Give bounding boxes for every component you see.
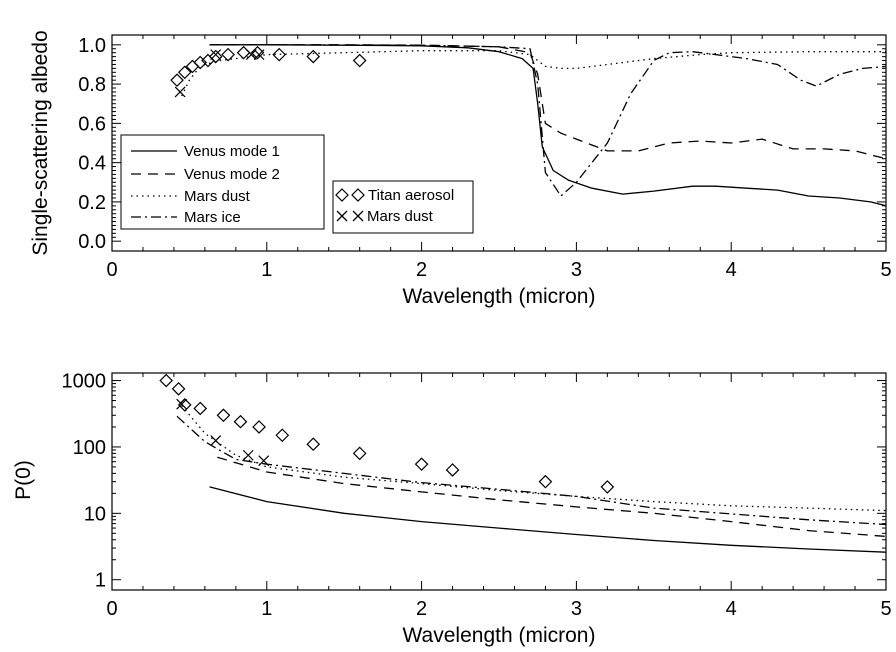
legend-markers: Titan aerosol Mars dust bbox=[332, 180, 474, 234]
phase-function-mars-dust-cross-marker bbox=[210, 435, 222, 446]
albedo-x-tick-label: 1 bbox=[261, 259, 272, 281]
phase-function-x-tick-label: 2 bbox=[416, 598, 427, 620]
albedo-mars-dust-cross-marker bbox=[253, 49, 265, 61]
phase-function-titan-aerosol-diamond-marker bbox=[352, 446, 367, 461]
legend-markers-box bbox=[332, 180, 474, 234]
albedo-titan-aerosol-diamond-marker bbox=[170, 73, 184, 88]
albedo-titan-aerosol-diamond-marker bbox=[193, 55, 208, 70]
legend-label-venus-mode-2: Venus mode 2 bbox=[184, 166, 280, 183]
albedo-y-tick-label: 0.2 bbox=[78, 192, 106, 214]
phase-function-x-axis-title: Wavelength (micron) bbox=[403, 624, 596, 647]
phase-function-mars-dust-cross-marker bbox=[242, 449, 254, 461]
phase-function-x-tick-label: 4 bbox=[726, 598, 737, 620]
phase-function-mars-dust-cross-marker bbox=[258, 455, 270, 467]
albedo-mars-dust-cross-marker bbox=[245, 49, 257, 61]
legend-label-mars-dust-markers: Mars dust bbox=[367, 208, 434, 225]
albedo-y-tick-label: 0.4 bbox=[78, 153, 106, 175]
phase-function-x-tick-label: 3 bbox=[571, 598, 582, 620]
legend-marker-mars-dust-1 bbox=[336, 210, 348, 222]
legend-marker-mars-dust-2 bbox=[352, 210, 364, 222]
albedo-y-tick-label: 0.0 bbox=[78, 231, 106, 253]
albedo-x-tick-label: 2 bbox=[416, 259, 427, 281]
phase-function-titan-aerosol-diamond-marker bbox=[159, 373, 174, 388]
phase-function-x-tick-label: 1 bbox=[261, 598, 272, 620]
albedo-titan-aerosol-diamond-marker bbox=[250, 45, 265, 60]
albedo-ticks: 0 1 2 3 4 5 0.0 0.2 0.4 0.6 0.8 1.0 bbox=[78, 35, 891, 281]
legend-label-venus-mode-1: Venus mode 1 bbox=[184, 143, 280, 160]
phase-function-mars-dust-cross-marker bbox=[176, 398, 188, 410]
phase-function-titan-aerosol-diamond-marker bbox=[171, 382, 186, 396]
phase-function-series bbox=[159, 373, 887, 553]
albedo-series bbox=[170, 44, 887, 207]
phase-function-x-tick-label: 0 bbox=[106, 598, 117, 620]
albedo-titan-aerosol-diamond-marker bbox=[306, 49, 321, 64]
albedo-titan-aerosol-diamond-marker bbox=[208, 49, 223, 64]
albedo-x-tick-label: 0 bbox=[106, 259, 117, 281]
albedo-mars-dust-cross-marker bbox=[210, 49, 222, 61]
phase-function-titan-aerosol-diamond-marker bbox=[538, 474, 553, 489]
albedo-mars-ice-dashdot-line bbox=[209, 44, 887, 197]
phase-function-titan-aerosol-diamond-marker bbox=[233, 414, 248, 429]
phase-function-y-axis-title: P(0) bbox=[12, 460, 35, 500]
albedo-y-tick-label: 1.0 bbox=[78, 35, 106, 57]
legend-marker-titan-aerosol-1 bbox=[335, 188, 349, 202]
phase-function-titan-aerosol-diamond-marker bbox=[216, 408, 231, 423]
legend-label-titan-aerosol: Titan aerosol bbox=[368, 187, 454, 204]
albedo-y-tick-label: 0.8 bbox=[78, 74, 106, 96]
phase-function-venus-mode-1-solid-line bbox=[209, 486, 887, 553]
phase-function-titan-aerosol-diamond-marker bbox=[252, 420, 266, 434]
phase-function-venus-mode-2-dashed-line bbox=[217, 456, 887, 538]
legend-label-mars-ice: Mars ice bbox=[184, 209, 241, 226]
albedo-venus-mode-1-solid-line bbox=[209, 44, 887, 207]
albedo-titan-aerosol-diamond-marker bbox=[272, 47, 287, 62]
albedo-mars-dust-cross-marker bbox=[174, 86, 186, 98]
phase-function-titan-aerosol-diamond-marker bbox=[600, 480, 615, 494]
albedo-titan-aerosol-diamond-marker bbox=[221, 47, 235, 62]
phase-function-titan-aerosol-diamond-marker bbox=[193, 401, 208, 416]
albedo-y-tick-label: 0.6 bbox=[78, 113, 106, 135]
legend-marker-titan-aerosol-2 bbox=[351, 188, 365, 202]
phase-function-y-tick-label: 1 bbox=[95, 570, 106, 592]
albedo-x-tick-label: 3 bbox=[571, 259, 582, 281]
phase-function-x-tick-label: 5 bbox=[880, 598, 891, 620]
albedo-chart: 0 1 2 3 4 5 0.0 0.2 0.4 0.6 0.8 1.0 Wavelength (mic… bbox=[29, 30, 892, 308]
phase-function-y-tick-label: 100 bbox=[73, 437, 106, 459]
albedo-x-tick-label: 4 bbox=[726, 259, 737, 281]
phase-function-y-tick-label: 1000 bbox=[62, 371, 107, 393]
albedo-titan-aerosol-diamond-marker bbox=[352, 53, 367, 68]
phase-function-mars-ice-dashdot-line bbox=[176, 415, 887, 526]
phase-function-mars-dust-dotted-line bbox=[181, 405, 887, 512]
phase-function-plot-frame bbox=[111, 372, 887, 591]
legend-label-mars-dust: Mars dust bbox=[184, 188, 251, 205]
albedo-x-tick-label: 5 bbox=[880, 259, 891, 281]
albedo-titan-aerosol-diamond-marker bbox=[177, 65, 192, 80]
phase-function-titan-aerosol-diamond-marker bbox=[414, 457, 429, 472]
phase-function-titan-aerosol-diamond-marker bbox=[445, 463, 460, 477]
phase-function-y-tick-label: 10 bbox=[84, 503, 106, 525]
phase-function-titan-aerosol-diamond-marker bbox=[275, 428, 290, 443]
legend-lines: Venus mode 1 Venus mode 2 Mars dust Mars… bbox=[120, 134, 325, 230]
phase-function-titan-aerosol-diamond-marker bbox=[306, 437, 321, 452]
albedo-y-axis-title: Single-scattering albedo bbox=[29, 30, 52, 255]
albedo-x-axis-title: Wavelength (micron) bbox=[403, 285, 596, 308]
